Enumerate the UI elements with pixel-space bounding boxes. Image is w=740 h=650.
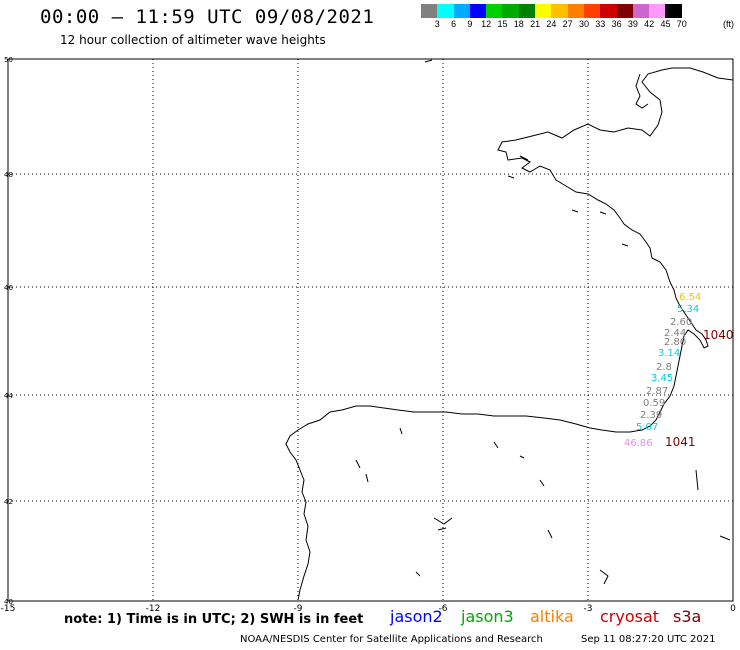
map-frame [7,58,734,602]
altimeter-observations: 6.545.34 2.602.442.803.14 2.83.45 2.870.592… [624,292,701,449]
legend-swatch [600,4,617,18]
longitude-tick-label: -12 [146,604,161,614]
legend-swatch [567,4,584,18]
legend-label: 33 [595,19,606,29]
latitude-tick-label: 40 [4,598,13,606]
legend-label: 9 [467,19,473,29]
satellite-label-altika: altika [530,607,574,626]
wave-height-value: 2.80 [664,337,686,348]
wave-height-value: 0.59 [643,398,665,409]
legend-swatch [583,4,601,18]
wave-height-value: 2.8 [656,362,672,373]
longitude-tick-label: -15 [1,604,16,614]
wave-height-value: 3.14 [658,348,680,359]
wave-height-value: 3.45 [651,373,673,384]
wave-height-value: 2.87 [646,386,668,397]
pressure-labels: 1040 1041 [665,328,734,449]
footer-note: note: 1) Time is in UTC; 2) SWH is in fe… [64,612,364,627]
wave-height-value: 2.39 [640,410,662,421]
legend-swatch [616,4,633,18]
legend-label: 30 [578,19,590,29]
satellite-label-cryosat: cryosat [600,607,660,626]
legend-swatch [665,4,682,18]
wave-height-value: 2.44 [664,328,686,339]
pressure-label: 1041 [665,435,696,449]
legend-label: 42 [644,19,655,29]
wave-height-value: 46.86 [624,438,653,449]
legend-label: 27 [562,19,573,29]
legend-label: 18 [513,19,524,29]
credit-line: NOAA/NESDIS Center for Satellite Applica… [240,634,543,645]
coastline-islands [355,59,731,585]
legend-swatches [421,4,682,18]
page-subtitle: 12 hour collection of altimeter wave hei… [60,33,326,47]
legend-label: 24 [546,19,557,29]
longitude-tick-labels: -15 -12 -9 -6 -3 0 [1,604,736,614]
wave-height-color-legend: (ft) 3 6 9 12 15 18 21 24 27 30 33 36 39 42 45 70 [421,4,734,32]
latitude-tick-label: 42 [4,498,13,506]
legend-swatch [437,4,454,18]
satellite-label-jason2: jason2 [390,607,443,626]
legend-label: 45 [660,19,671,29]
legend-swatch [518,4,536,18]
wave-height-value: 2.60 [670,317,692,328]
legend-label: 70 [676,19,687,29]
legend-label: 12 [481,19,492,29]
coastline-cotentin [635,73,649,109]
legend-swatch [632,4,650,18]
pressure-label: 1040 [703,328,734,342]
satellite-label-s3a: s3a [673,607,702,626]
legend-swatch [469,4,487,18]
graticule-grid [8,59,733,601]
legend-labels: (ft) 3 6 9 12 15 18 21 24 27 30 33 36 39 42 45 70 [421,18,734,32]
coastline-france-north [497,67,734,433]
legend-label: 15 [497,19,508,29]
coastline-spain-north [285,405,591,601]
legend-swatch [535,4,552,18]
legend-swatch [486,4,503,18]
wave-height-value: 6.54 [679,292,701,303]
longitude-tick-label: -3 [584,604,593,614]
latitude-tick-label: 46 [4,284,13,292]
satellite-label-jason3: jason3 [461,607,514,626]
legend-swatch [421,4,438,18]
legend-swatch [551,4,568,18]
longitude-tick-label: 0 [730,604,736,614]
timestamp: Sep 11 08:27:20 UTC 2021 [581,634,716,645]
legend-label: 21 [530,19,541,29]
legend-swatch [649,4,666,18]
legend-unit: (ft) [723,19,734,29]
legend-label: 39 [627,19,638,29]
legend-label: 36 [611,19,622,29]
legend-label: 6 [451,19,457,29]
latitude-tick-label: 44 [4,392,13,400]
longitude-tick-label: -6 [439,604,448,614]
latitude-tick-labels: 50 48 46 44 42 40 [4,56,13,606]
longitude-tick-label: -9 [294,604,303,614]
legend-swatch [502,4,519,18]
latitude-tick-label: 50 [4,56,13,64]
legend-label: 3 [434,19,440,29]
legend-swatch [453,4,470,18]
latitude-tick-label: 48 [4,171,13,179]
wave-height-value: 5.07 [636,422,658,433]
wave-height-value: 5.34 [677,304,699,315]
page-title: 00:00 – 11:59 UTC 09/08/2021 [40,6,375,28]
coastlines [285,59,734,601]
